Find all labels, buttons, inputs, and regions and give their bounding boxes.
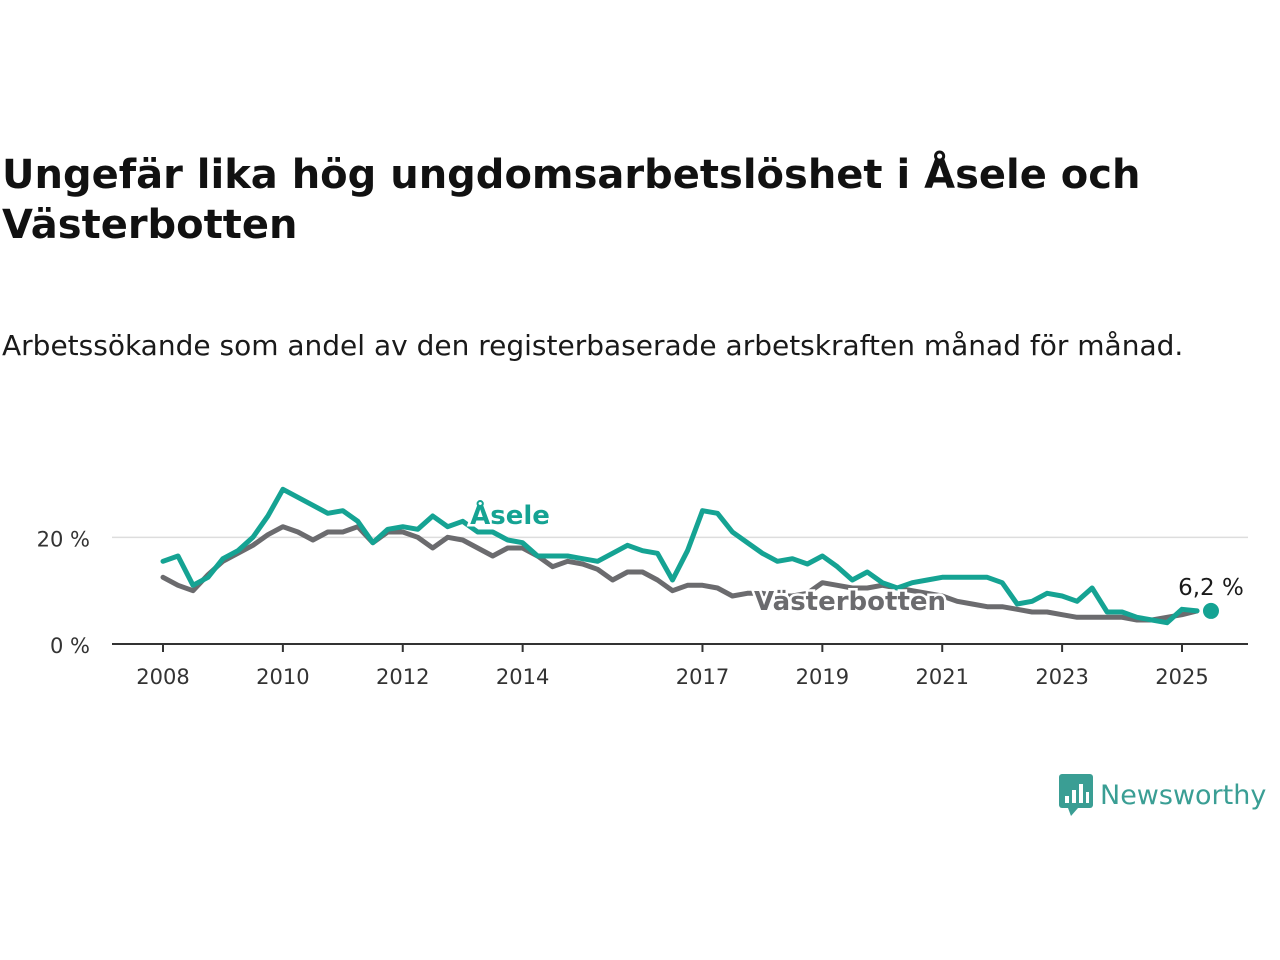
- brand-name: Newsworthy: [1100, 779, 1267, 811]
- x-tick-label: 2010: [256, 665, 309, 689]
- last-value-label: 6,2 %: [1178, 575, 1244, 601]
- line-chart: 0 % 20 % 2008 2010 2012 2014 2017 2019 2021 2023 2…: [37, 486, 1248, 689]
- x-tick-label: 2017: [676, 665, 729, 689]
- x-tick-label: 2012: [376, 665, 429, 689]
- x-tick-label: 2019: [796, 665, 849, 689]
- x-tick-label: 2023: [1035, 665, 1088, 689]
- series-label-asele: Åsele: [470, 499, 550, 531]
- x-tick-label: 2021: [916, 665, 969, 689]
- y-tick-label: 0 %: [50, 634, 90, 658]
- x-tick-label: 2008: [136, 665, 189, 689]
- series-label-vasterbotten: Västerbotten: [754, 587, 946, 617]
- y-tick-label: 20 %: [37, 527, 90, 551]
- newsworthy-logo-icon: [1059, 774, 1093, 816]
- series-line-vasterbotten: [160, 524, 1200, 623]
- last-point-marker: [1202, 602, 1219, 619]
- newsworthy-brand: Newsworthy: [1058, 772, 1266, 818]
- x-tick-label: 2014: [496, 665, 549, 689]
- series-line-asele: [160, 486, 1200, 626]
- x-tick-label: 2025: [1155, 665, 1208, 689]
- chart-title: Ungefär lika hög ungdomsarbetslöshet i Å…: [2, 152, 1141, 248]
- chart-subtitle: Arbetssökande som andel av den registerb…: [2, 329, 1184, 362]
